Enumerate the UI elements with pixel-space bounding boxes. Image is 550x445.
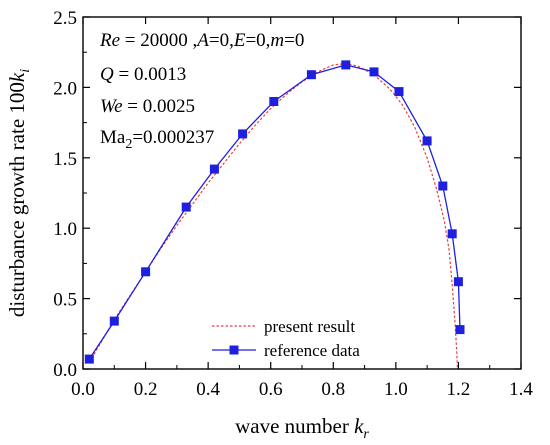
plot-area — [82, 16, 522, 370]
x-axis-label: wave number kr — [235, 414, 369, 442]
reference-data-point — [369, 67, 379, 77]
annotation-we: We = 0.0025 — [100, 96, 195, 117]
reference-data-point — [438, 181, 448, 191]
legend: present result reference data — [212, 317, 360, 360]
reference-data-point — [341, 60, 351, 70]
x-tick-label: 0.2 — [134, 379, 158, 400]
legend-marker-reference — [229, 345, 239, 355]
reference-data-point — [141, 267, 151, 277]
reference-data-point — [269, 97, 279, 106]
y-tick-labels: 0.0 0.5 1.0 1.5 2.0 2.5 — [53, 8, 77, 381]
legend-label-reference: reference data — [264, 341, 360, 360]
reference-data-point — [181, 202, 191, 212]
reference-data-point — [84, 354, 94, 364]
y-tick-label: 1.0 — [53, 219, 77, 240]
annotation-q: Q = 0.0013 — [100, 64, 186, 85]
y-tick-label: 0.0 — [53, 360, 77, 381]
y-axis-label: disturbance growth rate 100ki — [5, 69, 33, 317]
reference-data-point — [455, 325, 465, 335]
legend-label-present: present result — [264, 317, 355, 336]
axis-ticks — [82, 16, 522, 370]
x-tick-label: 1.2 — [447, 379, 471, 400]
reference-data-point — [238, 129, 248, 139]
annotation-ma2: Ma2=0.000237 — [100, 127, 214, 152]
reference-data-point — [306, 70, 316, 80]
parameter-annotations: Re = 20000 ,A=0,E=0,m=0 Q = 0.0013 We = … — [99, 30, 304, 152]
reference-data-point — [453, 277, 463, 287]
annotation-re: Re = 20000 ,A=0,E=0,m=0 — [99, 30, 304, 51]
x-tick-label: 0.6 — [259, 379, 283, 400]
x-tick-label: 0.4 — [196, 379, 220, 400]
reference-data-point — [447, 229, 457, 239]
x-tick-label: 1.4 — [509, 379, 533, 400]
y-tick-label: 1.5 — [53, 149, 77, 170]
series-line-reference-data — [88, 64, 461, 360]
reference-data-point — [209, 164, 219, 174]
reference-data-point — [109, 316, 119, 326]
x-tick-label: 0.0 — [71, 379, 95, 400]
y-tick-label: 2.5 — [53, 8, 77, 29]
x-tick-label: 1.0 — [384, 379, 408, 400]
reference-data-point — [422, 136, 432, 146]
x-tick-labels: 0.0 0.2 0.4 0.6 0.8 1.0 1.2 1.4 — [71, 379, 533, 400]
x-tick-label: 0.8 — [321, 379, 345, 400]
y-tick-label: 2.0 — [53, 78, 77, 99]
y-tick-label: 0.5 — [53, 290, 77, 311]
reference-data-point — [394, 87, 404, 97]
series-layer — [84, 60, 465, 370]
